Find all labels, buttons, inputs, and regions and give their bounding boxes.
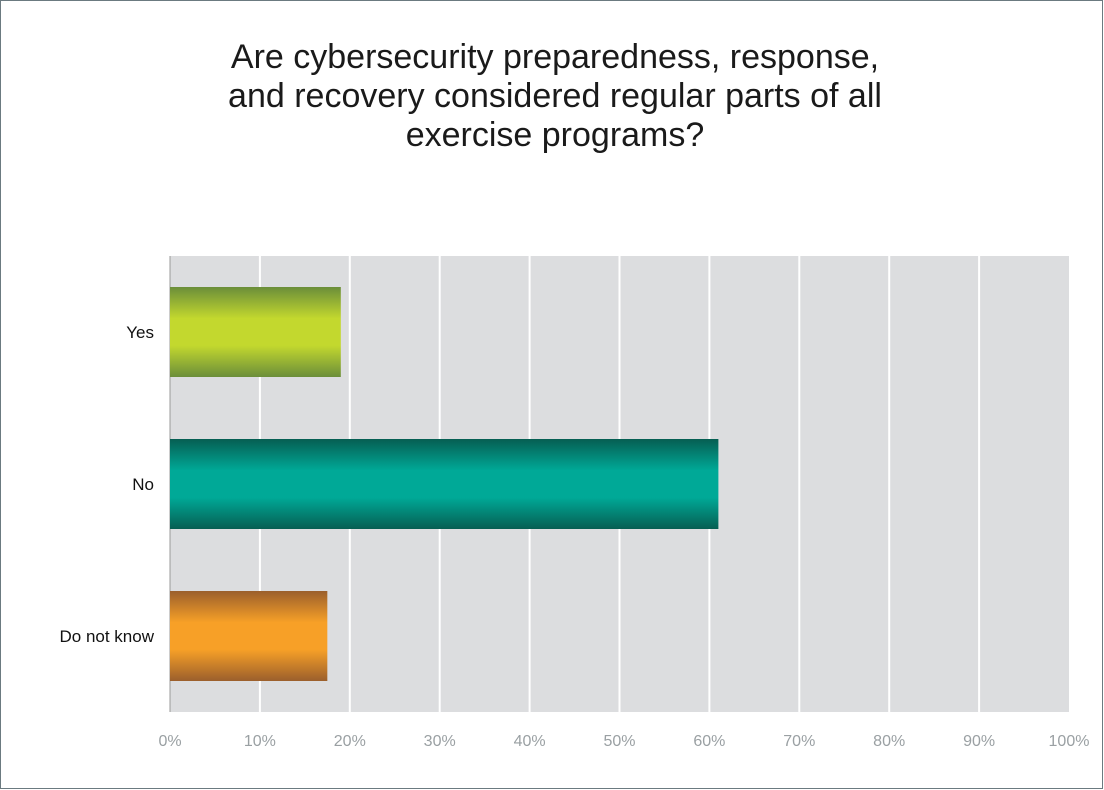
x-tick-label: 50% xyxy=(603,733,635,750)
x-tick-label: 100% xyxy=(1049,733,1090,750)
chart-title: Are cybersecurity preparedness, response… xyxy=(100,38,1010,155)
bar xyxy=(170,287,341,377)
x-tick-label: 30% xyxy=(424,733,456,750)
x-tick-label: 10% xyxy=(244,733,276,750)
x-tick-label: 90% xyxy=(963,733,995,750)
chart-title-line-3: exercise programs? xyxy=(405,116,705,154)
x-tick-label: 70% xyxy=(783,733,815,750)
category-label: Do not know xyxy=(60,627,155,646)
chart-title-line-1: Are cybersecurity preparedness, response… xyxy=(230,38,880,76)
x-tick-label: 20% xyxy=(334,733,366,750)
chart-title-line-2: and recovery considered regular parts of… xyxy=(228,77,882,115)
bar xyxy=(170,439,719,529)
bar xyxy=(170,591,328,681)
x-tick-label: 80% xyxy=(873,733,905,750)
category-label: No xyxy=(132,475,154,494)
x-tick-label: 40% xyxy=(514,733,546,750)
x-tick-label: 60% xyxy=(693,733,725,750)
x-tick-label: 0% xyxy=(158,733,181,750)
category-label: Yes xyxy=(126,323,154,342)
